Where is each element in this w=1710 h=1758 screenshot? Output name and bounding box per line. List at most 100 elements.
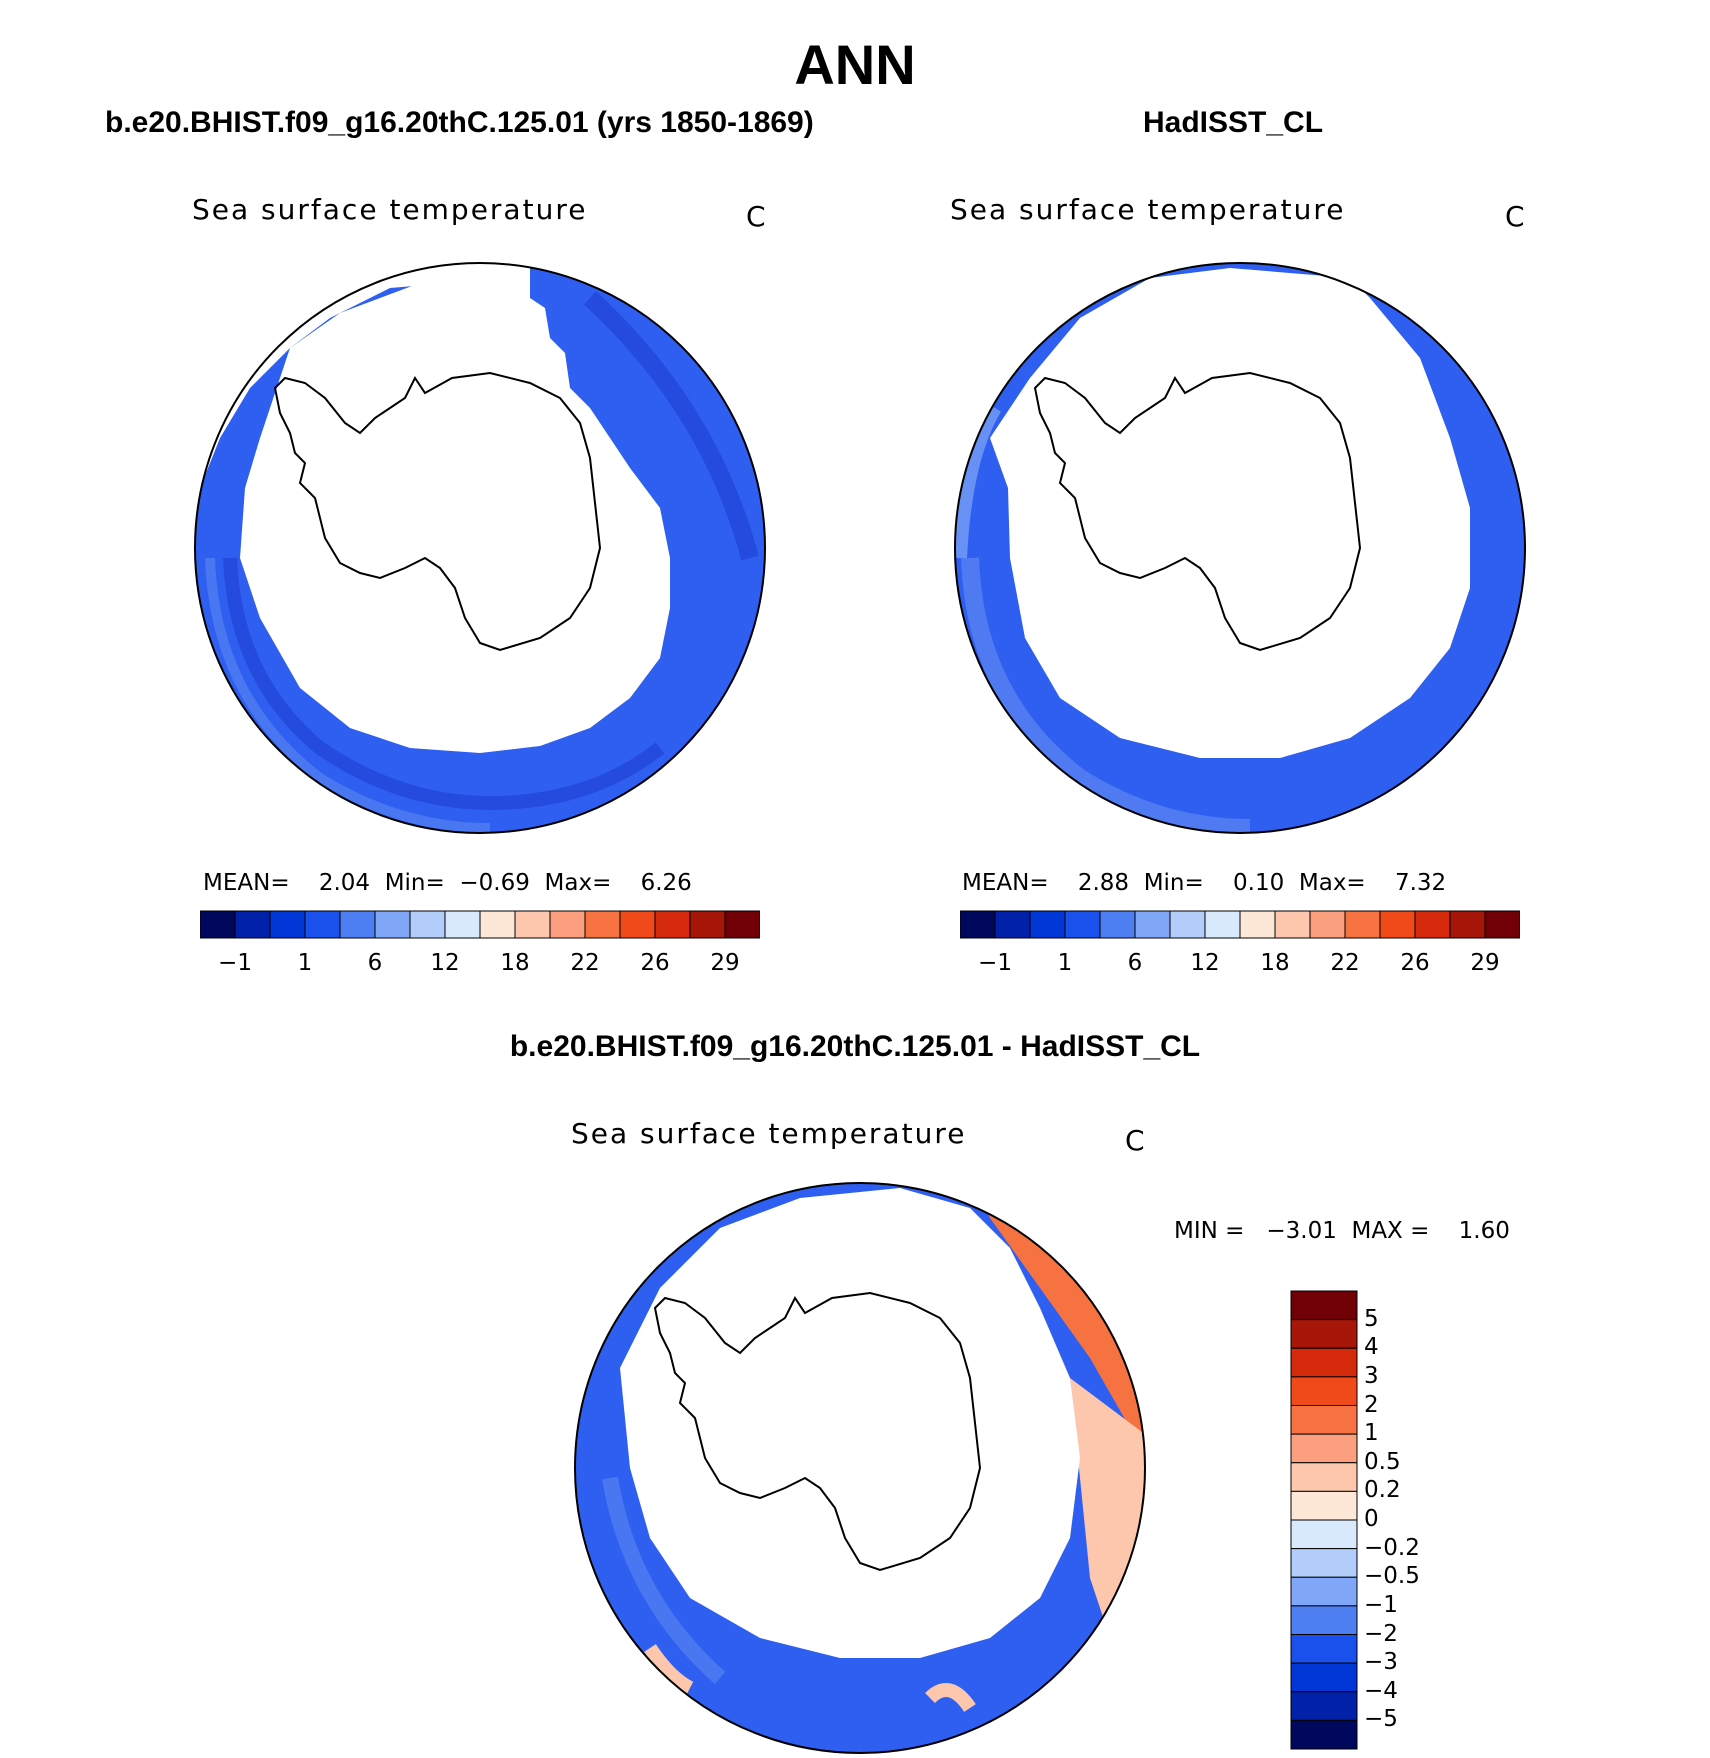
colorbar-tick-label: −5 — [1364, 1706, 1398, 1733]
diff-colorbar-ticks: 5 4 3 2 1 0.5 0.2 0 −0.2 −0.5 −1 −2 −3 −4 −5 — [1364, 1290, 1464, 1750]
colorbar-tick-label: 0.5 — [1364, 1448, 1401, 1475]
colorbar-swatch — [200, 910, 236, 939]
colorbar-swatch — [584, 910, 621, 939]
colorbar-swatch — [1290, 1634, 1358, 1664]
colorbar-swatch — [1290, 1347, 1358, 1378]
antarctica-outline — [273, 371, 602, 652]
colorbar-tick-label: −0.2 — [1364, 1534, 1420, 1561]
diff-warm-patch — [644, 1644, 694, 1695]
obs-map — [954, 262, 1526, 834]
colorbar-swatch — [374, 910, 411, 939]
obs-units: C — [1505, 200, 1527, 233]
colorbar-swatch — [1099, 910, 1136, 939]
colorbar-tick-label: 1 — [297, 950, 313, 976]
model-colorbar-ticks: −1 1 6 12 18 22 26 29 — [200, 950, 760, 980]
colorbar-swatch — [479, 910, 516, 939]
colorbar-swatch — [444, 910, 481, 939]
model-field-label: Sea surface temperature — [192, 193, 588, 226]
colorbar-swatch — [1290, 1519, 1358, 1550]
colorbar-tick-label: 18 — [500, 950, 530, 976]
model-case-title: b.e20.BHIST.f09_g16.20thC.125.01 (yrs 18… — [105, 106, 814, 139]
colorbar-tick-label: −4 — [1364, 1677, 1398, 1704]
obs-stats: MEAN= 2.88 Min= 0.10 Max= 7.32 — [962, 870, 1447, 896]
model-map — [194, 262, 766, 834]
colorbar-swatch — [689, 910, 726, 939]
colorbar-swatch — [1274, 910, 1311, 939]
colorbar-swatch — [234, 910, 271, 939]
colorbar-tick-label: 26 — [640, 950, 670, 976]
colorbar-tick-label: 6 — [367, 950, 383, 976]
colorbar-tick-label: 5 — [1364, 1305, 1379, 1332]
colorbar-swatch — [1290, 1433, 1358, 1464]
colorbar-tick-label: −3 — [1364, 1649, 1398, 1676]
colorbar-tick-label: −0.5 — [1364, 1563, 1420, 1590]
colorbar-tick-label: 0 — [1364, 1506, 1379, 1532]
colorbar-swatch — [1344, 910, 1381, 939]
colorbar-tick-label: 22 — [570, 950, 600, 976]
colorbar-tick-label: 3 — [1364, 1362, 1379, 1389]
obs-colorbar — [960, 910, 1520, 939]
colorbar-swatch — [1290, 1719, 1358, 1750]
diff-units: C — [1125, 1124, 1147, 1157]
colorbar-swatch — [1169, 910, 1206, 939]
colorbar-tick-label: 12 — [1190, 950, 1220, 976]
colorbar-swatch — [1449, 910, 1486, 939]
colorbar-tick-label: −1 — [978, 950, 1012, 976]
diff-field-label: Sea surface temperature — [571, 1117, 967, 1150]
diff-warm-patch-2 — [925, 1683, 976, 1713]
colorbar-swatch — [1029, 910, 1066, 939]
colorbar-swatch — [1290, 1548, 1358, 1578]
colorbar-tick-label: 0.2 — [1364, 1477, 1401, 1504]
colorbar-swatch — [1290, 1691, 1358, 1721]
colorbar-tick-label: 6 — [1127, 950, 1143, 976]
colorbar-swatch — [619, 910, 656, 939]
colorbar-swatch — [1290, 1576, 1358, 1607]
colorbar-swatch — [1134, 910, 1171, 939]
colorbar-swatch — [1290, 1490, 1358, 1521]
colorbar-tick-label: 29 — [1470, 950, 1500, 976]
colorbar-tick-label: −2 — [1364, 1620, 1398, 1647]
diff-stats: MIN = −3.01 MAX = 1.60 — [1174, 1218, 1510, 1244]
model-units: C — [746, 200, 768, 233]
diff-map — [574, 1182, 1146, 1754]
colorbar-swatch — [304, 910, 341, 939]
colorbar-swatch — [1414, 910, 1451, 939]
colorbar-swatch — [1379, 910, 1416, 939]
colorbar-tick-label: 4 — [1364, 1334, 1379, 1361]
colorbar-swatch — [514, 910, 551, 939]
colorbar-swatch — [1204, 910, 1241, 939]
colorbar-swatch — [1484, 910, 1520, 939]
colorbar-tick-label: 2 — [1364, 1391, 1379, 1418]
model-stats: MEAN= 2.04 Min= −0.69 Max= 6.26 — [203, 870, 692, 896]
colorbar-tick-label: 29 — [710, 950, 740, 976]
colorbar-swatch — [1239, 910, 1276, 939]
colorbar-swatch — [1290, 1376, 1358, 1406]
antarctica-outline — [653, 1291, 982, 1572]
colorbar-swatch — [654, 910, 691, 939]
colorbar-tick-label: 12 — [430, 950, 460, 976]
colorbar-swatch — [994, 910, 1031, 939]
colorbar-swatch — [1309, 910, 1346, 939]
colorbar-swatch — [1290, 1290, 1358, 1321]
colorbar-tick-label: 1 — [1364, 1420, 1379, 1447]
colorbar-swatch — [1290, 1405, 1358, 1435]
colorbar-swatch — [724, 910, 760, 939]
antarctica-outline — [1033, 371, 1362, 652]
colorbar-tick-label: −1 — [218, 950, 252, 976]
model-colorbar — [200, 910, 760, 939]
colorbar-tick-label: 26 — [1400, 950, 1430, 976]
colorbar-tick-label: 1 — [1057, 950, 1073, 976]
colorbar-swatch — [409, 910, 446, 939]
colorbar-swatch — [1064, 910, 1101, 939]
colorbar-swatch — [1290, 1319, 1358, 1349]
colorbar-tick-label: 22 — [1330, 950, 1360, 976]
colorbar-swatch — [1290, 1462, 1358, 1492]
colorbar-swatch — [1290, 1662, 1358, 1693]
diff-case-title: b.e20.BHIST.f09_g16.20thC.125.01 - HadIS… — [509, 1030, 1201, 1063]
colorbar-swatch — [269, 910, 306, 939]
colorbar-swatch — [960, 910, 996, 939]
colorbar-tick-label: 18 — [1260, 950, 1290, 976]
obs-field-label: Sea surface temperature — [950, 193, 1346, 226]
colorbar-swatch — [1290, 1605, 1358, 1635]
colorbar-tick-label: −1 — [1364, 1591, 1398, 1618]
